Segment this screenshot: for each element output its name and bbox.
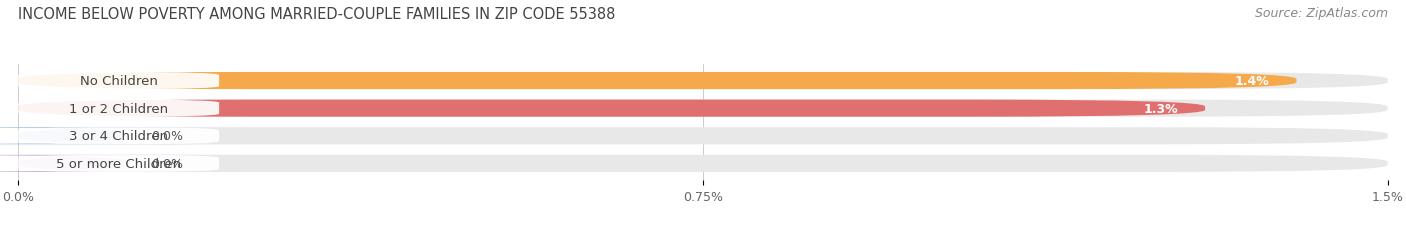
FancyBboxPatch shape [18, 100, 1205, 117]
FancyBboxPatch shape [18, 155, 1388, 172]
FancyBboxPatch shape [18, 128, 1388, 145]
FancyBboxPatch shape [0, 155, 246, 172]
Text: 5 or more Children: 5 or more Children [56, 157, 181, 170]
FancyBboxPatch shape [18, 100, 1388, 117]
FancyBboxPatch shape [18, 73, 219, 90]
Text: 1 or 2 Children: 1 or 2 Children [69, 102, 169, 115]
FancyBboxPatch shape [18, 73, 1296, 90]
Text: No Children: No Children [80, 75, 157, 88]
FancyBboxPatch shape [18, 73, 1388, 90]
Text: Source: ZipAtlas.com: Source: ZipAtlas.com [1254, 7, 1388, 20]
FancyBboxPatch shape [0, 128, 246, 145]
FancyBboxPatch shape [18, 128, 219, 145]
FancyBboxPatch shape [18, 100, 219, 117]
Text: INCOME BELOW POVERTY AMONG MARRIED-COUPLE FAMILIES IN ZIP CODE 55388: INCOME BELOW POVERTY AMONG MARRIED-COUPL… [18, 7, 616, 22]
Text: 1.4%: 1.4% [1234, 75, 1270, 88]
Text: 3 or 4 Children: 3 or 4 Children [69, 130, 169, 143]
Text: 1.3%: 1.3% [1143, 102, 1178, 115]
Text: 0.0%: 0.0% [150, 157, 183, 170]
Text: 0.0%: 0.0% [150, 130, 183, 143]
FancyBboxPatch shape [18, 155, 219, 172]
